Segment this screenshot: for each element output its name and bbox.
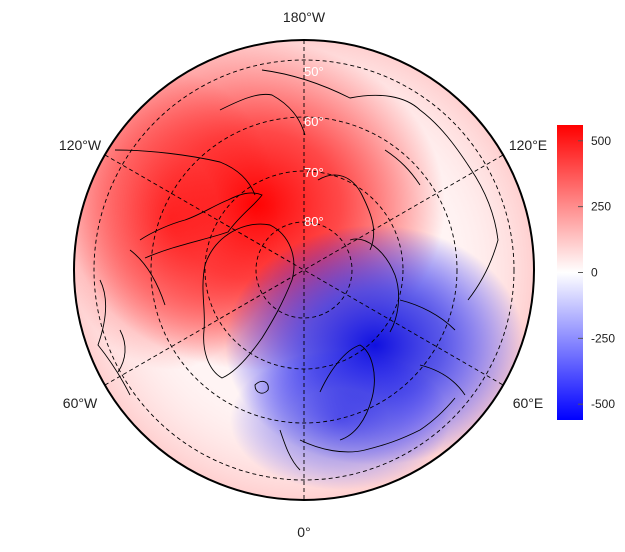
- latitude-labels: 50° 60° 70° 80°: [304, 64, 324, 229]
- colorbar: 500 250 0 -250 -500: [557, 125, 615, 420]
- colorbar-tick-label: -500: [591, 397, 615, 411]
- lon-label: 120°W: [59, 137, 102, 153]
- coastlines: [97, 69, 499, 471]
- colorbar-tick-label: 250: [591, 200, 611, 214]
- lon-label: 0°: [297, 524, 310, 540]
- lat-label: 50°: [304, 64, 324, 79]
- colorbar-tick-label: 500: [591, 134, 611, 148]
- graticule: [93, 40, 515, 500]
- lon-label: 60°W: [63, 395, 98, 411]
- lat-circle-50: [93, 59, 515, 481]
- colorbar-tick-label: -250: [591, 331, 615, 345]
- lat-circle-60: [150, 116, 458, 424]
- colorbar-ticks: 500 250 0 -250 -500: [578, 134, 615, 411]
- anomaly-field: [74, 40, 534, 500]
- lon-label: 120°E: [509, 137, 547, 153]
- longitude-labels: 180°W 120°W 60°W 0° 60°E 120°E: [59, 9, 547, 540]
- colorbar-tick-label: 0: [591, 266, 598, 280]
- lat-label: 60°: [304, 114, 324, 129]
- lat-label: 70°: [304, 165, 324, 180]
- lon-label: 180°W: [283, 9, 326, 25]
- lat-label: 80°: [304, 214, 324, 229]
- lon-label: 60°E: [513, 395, 544, 411]
- map-boundary: [73, 39, 535, 501]
